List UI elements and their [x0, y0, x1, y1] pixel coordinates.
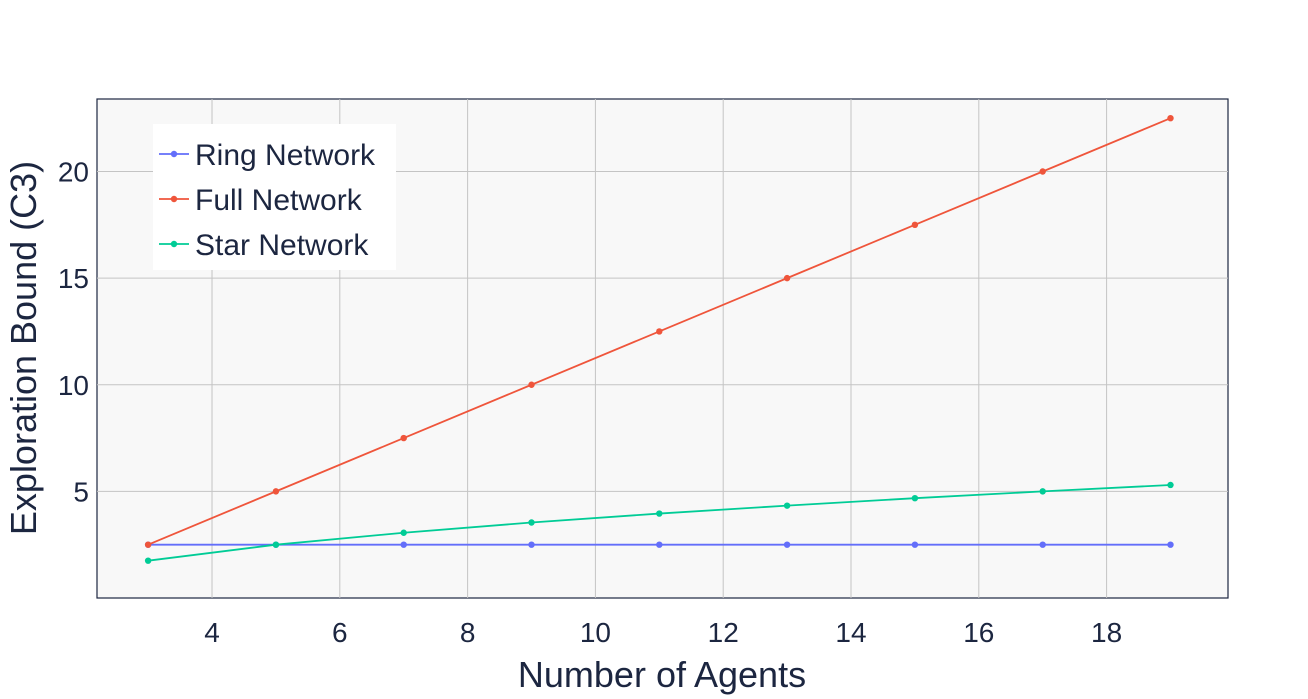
legend-item[interactable]: Star Network: [159, 229, 369, 262]
y-tick-label: 10: [58, 370, 89, 401]
data-point: [1167, 481, 1174, 489]
data-point: [400, 529, 407, 536]
data-point: [1039, 488, 1046, 495]
data-point: [1167, 114, 1174, 122]
x-tick-label: 6: [332, 617, 348, 648]
legend-label: Star Network: [195, 229, 369, 262]
legend-item[interactable]: Full Network: [159, 184, 363, 217]
series-layer: [144, 114, 1174, 564]
data-point: [911, 495, 919, 502]
x-tick-label: 10: [580, 617, 611, 648]
x-tick-label: 14: [835, 617, 866, 648]
y-axis-title: Exploration Bound (C3): [3, 161, 44, 535]
data-point: [272, 488, 280, 495]
series-star-network: [144, 481, 1174, 564]
x-tick-label: 18: [1091, 617, 1122, 648]
y-axis-ticks: 5 10 15 20: [58, 157, 89, 508]
data-point: [400, 434, 407, 442]
data-point: [528, 519, 535, 526]
x-tick-label: 12: [708, 617, 739, 648]
legend-box: [153, 124, 396, 270]
data-point: [1039, 168, 1046, 175]
data-point: [400, 541, 407, 548]
data-point: [911, 541, 919, 548]
data-point: [783, 274, 791, 282]
data-point: [911, 221, 919, 229]
data-point: [1167, 541, 1174, 548]
data-point: [528, 381, 535, 388]
legend-swatch-marker: [170, 240, 178, 248]
legend-swatch-marker: [170, 195, 178, 203]
legend[interactable]: Ring Network Full Network Star Network: [153, 124, 396, 270]
x-axis-title: Number of Agents: [518, 654, 806, 695]
data-point: [272, 541, 280, 548]
y-tick-label: 5: [73, 476, 89, 507]
y-tick-label: 15: [58, 263, 89, 294]
series-full-network: [144, 114, 1174, 548]
data-point: [656, 328, 663, 335]
data-point: [528, 541, 535, 548]
legend-label: Ring Network: [195, 139, 376, 172]
legend-label: Full Network: [195, 184, 363, 217]
data-point: [783, 502, 791, 509]
x-axis-ticks: 4 6 8 10 12 14 16 18: [204, 617, 1122, 648]
data-point: [1039, 541, 1046, 548]
data-point: [783, 541, 791, 548]
x-tick-label: 8: [460, 617, 476, 648]
data-point: [144, 557, 152, 564]
x-tick-label: 4: [204, 617, 220, 648]
x-tick-label: 16: [963, 617, 994, 648]
data-point: [144, 541, 152, 548]
legend-swatch-marker: [170, 150, 178, 158]
data-point: [656, 541, 663, 548]
legend-item[interactable]: Ring Network: [159, 139, 376, 172]
data-point: [656, 510, 663, 517]
y-tick-label: 20: [58, 157, 89, 188]
